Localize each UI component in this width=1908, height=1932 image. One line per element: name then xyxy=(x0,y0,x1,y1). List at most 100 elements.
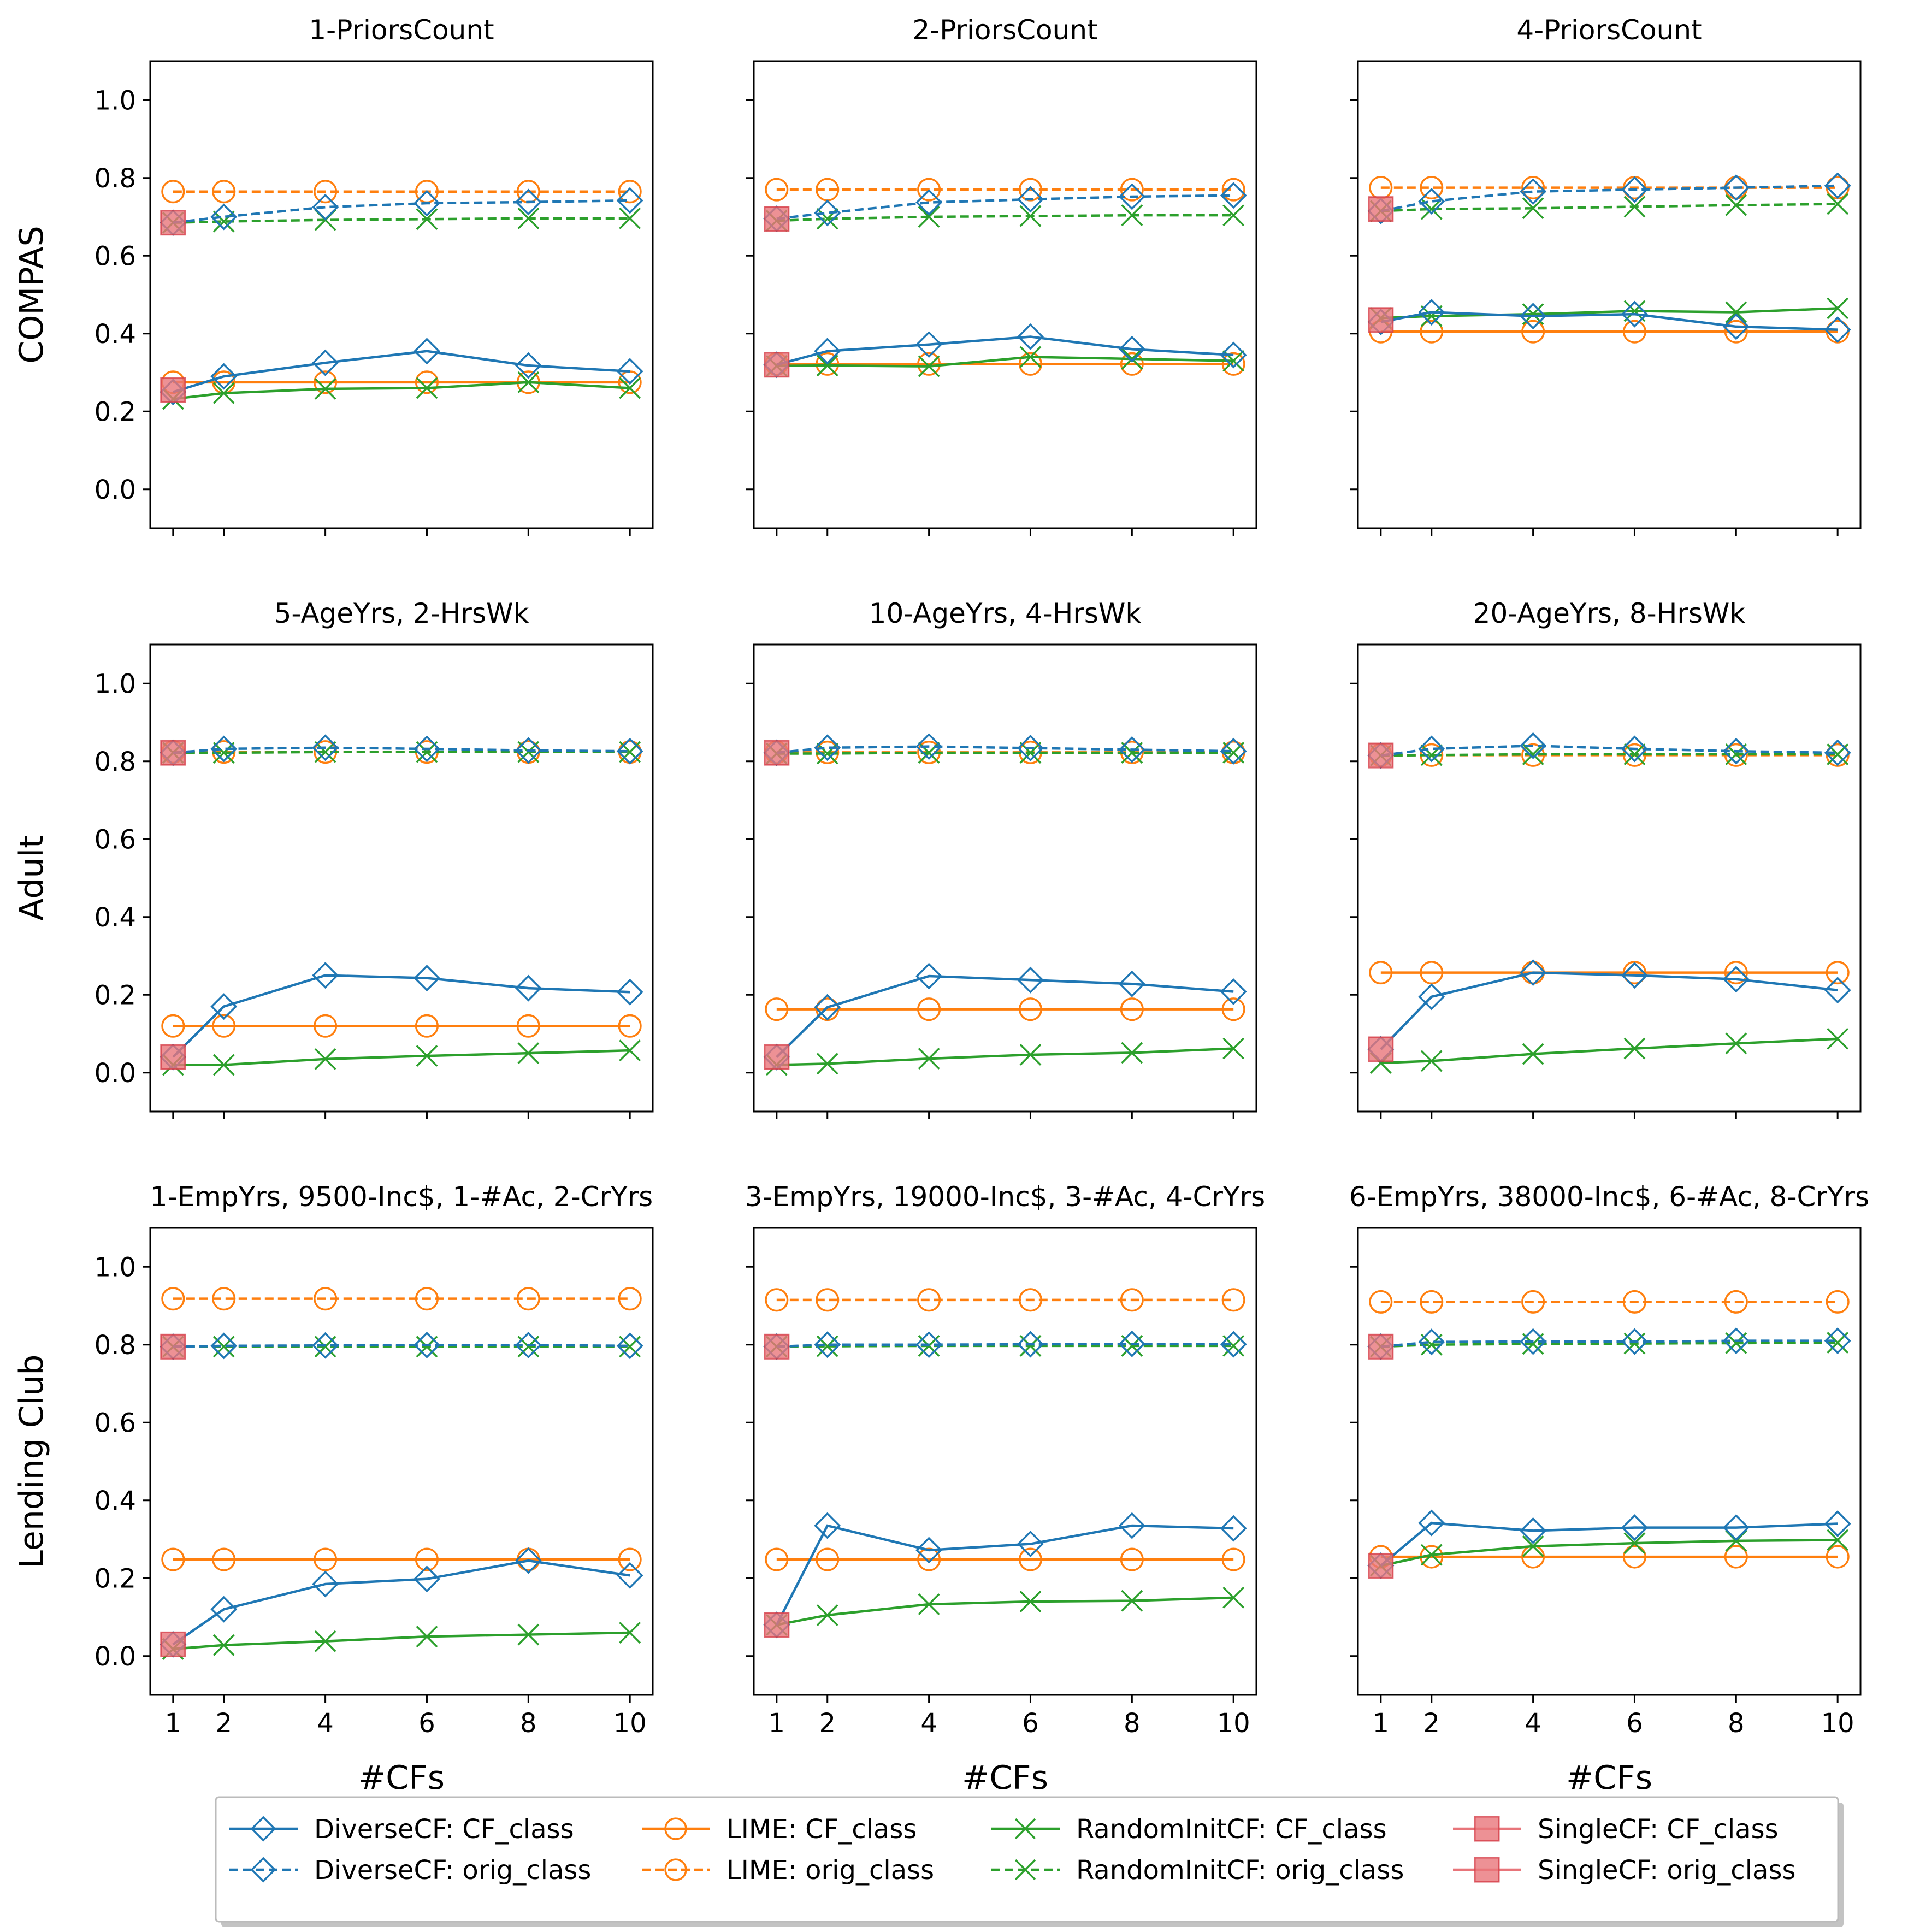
data-point xyxy=(161,1287,185,1311)
data-point xyxy=(1120,178,1144,202)
data-point xyxy=(1368,1036,1394,1062)
data-point xyxy=(312,1332,339,1359)
data-point xyxy=(517,1042,540,1065)
data-point xyxy=(312,349,339,376)
series-line xyxy=(1380,744,1838,757)
y-tick-label: 0.0 xyxy=(94,1641,136,1672)
data-point xyxy=(1824,1510,1851,1537)
data-point xyxy=(915,1331,943,1358)
series-single-orig xyxy=(764,1333,790,1360)
legend-entry: SingleCF: orig_class xyxy=(1453,1855,1795,1886)
data-point xyxy=(816,352,840,376)
data-point xyxy=(1722,313,1750,340)
chart-panel: 20-AgeYrs, 8-HrsWk xyxy=(1350,598,1862,1119)
data-point xyxy=(1621,1514,1648,1541)
series-lime-orig xyxy=(765,1288,1245,1312)
data-point xyxy=(915,733,943,760)
y-tick-label: 0.4 xyxy=(94,902,136,933)
data-point xyxy=(1017,186,1044,213)
series-random-orig xyxy=(162,207,641,234)
series-diverse-cf xyxy=(763,323,1247,379)
data-point xyxy=(314,377,336,400)
legend-entry: DiverseCF: CF_class xyxy=(229,1814,574,1845)
legend-swatch-marker xyxy=(250,1816,276,1842)
data-point xyxy=(616,358,643,385)
data-point xyxy=(415,370,439,394)
data-point xyxy=(1722,174,1750,202)
data-point xyxy=(1725,301,1747,323)
data-point xyxy=(1520,1328,1547,1355)
series-line xyxy=(776,194,1234,220)
data-point xyxy=(1019,205,1042,227)
data-point xyxy=(1722,966,1750,993)
data-point xyxy=(1420,1544,1443,1566)
data-point xyxy=(816,355,838,377)
series-line xyxy=(173,217,630,224)
panel-title: 20-AgeYrs, 8-HrsWk xyxy=(1473,598,1746,629)
data-point xyxy=(416,208,438,231)
legend-label: SingleCF: orig_class xyxy=(1538,1855,1795,1886)
data-point xyxy=(915,962,943,990)
data-point xyxy=(1824,172,1851,199)
x-tick-label: 1 xyxy=(769,1708,785,1739)
data-point xyxy=(1824,316,1851,344)
data-point xyxy=(1418,1509,1445,1537)
data-point xyxy=(1623,743,1646,765)
data-point xyxy=(1418,1328,1445,1356)
data-point xyxy=(1621,962,1648,989)
series-single-orig xyxy=(160,1333,186,1360)
data-point xyxy=(1621,735,1648,763)
data-point xyxy=(1120,997,1144,1021)
data-point xyxy=(1018,1288,1043,1312)
data-point xyxy=(1368,196,1394,222)
series-line xyxy=(173,1631,630,1651)
x-tick-label: 8 xyxy=(1124,1708,1141,1739)
data-point xyxy=(616,187,643,214)
data-point xyxy=(917,352,941,376)
data-point xyxy=(1827,193,1849,215)
series-line xyxy=(173,1344,630,1348)
data-point xyxy=(618,1014,642,1038)
data-point xyxy=(618,1547,642,1571)
x-tick-label: 10 xyxy=(1217,1708,1250,1739)
chart-panel: 1-EmpYrs, 9500-Inc$, 1-#Ac, 2-CrYrs 0.0 0.… xyxy=(13,1181,654,1797)
data-point xyxy=(1121,742,1143,764)
series-random-cf xyxy=(765,1037,1245,1076)
series-random-cf xyxy=(162,1039,641,1076)
data-point xyxy=(517,1623,540,1646)
panel-title: 10-AgeYrs, 4-HrsWk xyxy=(869,598,1142,629)
data-point xyxy=(1220,737,1247,765)
data-point xyxy=(515,1547,542,1574)
data-point xyxy=(161,1014,185,1038)
series-diverse-orig xyxy=(160,734,643,766)
data-point xyxy=(764,1333,790,1360)
row-label: COMPAS xyxy=(13,226,51,363)
data-point xyxy=(415,1547,439,1571)
series-line xyxy=(173,751,630,754)
data-point xyxy=(416,377,438,399)
series-line xyxy=(1380,1539,1838,1567)
plot-frame xyxy=(753,60,1257,529)
legend-entry: LIME: CF_class xyxy=(642,1814,917,1845)
legend-label: RandomInitCF: orig_class xyxy=(1076,1855,1404,1886)
series-single-cf xyxy=(764,1044,790,1070)
data-point xyxy=(1621,176,1648,203)
series-line xyxy=(1380,311,1838,331)
data-point xyxy=(1221,352,1245,376)
y-tick-label: 0.0 xyxy=(94,475,136,505)
data-point xyxy=(1120,352,1144,376)
panel-title: 2-PriorsCount xyxy=(912,14,1097,46)
series-lime-cf xyxy=(1369,320,1850,344)
data-point xyxy=(1420,1050,1443,1072)
data-point xyxy=(1121,348,1143,370)
data-point xyxy=(210,993,238,1020)
chart-panel: 3-EmpYrs, 19000-Inc$, 3-#Ac, 4-CrYrs 1 2 4 6… xyxy=(745,1181,1265,1797)
data-point xyxy=(517,207,540,229)
plot-frame xyxy=(753,1227,1257,1696)
series-line xyxy=(1380,1521,1838,1567)
data-point xyxy=(312,734,339,761)
data-point xyxy=(1369,1290,1393,1314)
data-point xyxy=(816,1604,838,1626)
data-point xyxy=(1018,997,1043,1021)
data-point xyxy=(764,740,790,766)
